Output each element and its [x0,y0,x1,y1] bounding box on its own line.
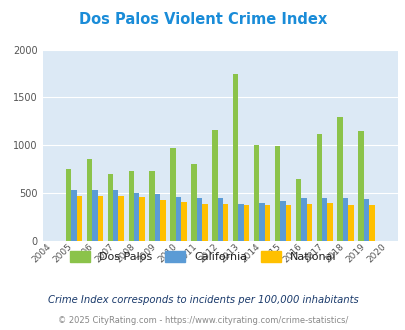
Bar [363,199,368,241]
Bar [71,190,77,241]
Bar [358,131,363,241]
Bar [274,146,279,241]
Bar [202,204,207,241]
Bar [191,164,196,241]
Bar [342,198,347,241]
Bar [128,171,134,241]
Bar [175,197,181,241]
Bar [154,194,160,241]
Bar [347,205,353,241]
Bar [107,174,113,241]
Bar [306,204,311,241]
Bar [211,130,217,241]
Text: Dos Palos Violent Crime Index: Dos Palos Violent Crime Index [79,12,326,26]
Bar [295,179,301,241]
Bar [222,204,228,241]
Bar [97,196,103,241]
Bar [139,197,145,241]
Bar [264,206,270,241]
Bar [92,190,97,241]
Bar [113,190,118,241]
Bar [66,169,71,241]
Bar [238,204,243,241]
Bar [316,134,321,241]
Bar [243,206,249,241]
Bar [118,196,124,241]
Bar [77,196,82,241]
Bar [259,203,264,241]
Bar [87,159,92,241]
Bar [232,74,238,241]
Bar [217,198,222,241]
Bar [337,117,342,241]
Bar [134,193,139,241]
Bar [149,171,154,241]
Text: © 2025 CityRating.com - https://www.cityrating.com/crime-statistics/: © 2025 CityRating.com - https://www.city… [58,316,347,325]
Legend: Dos Palos, California, National: Dos Palos, California, National [65,247,340,267]
Bar [279,201,285,241]
Bar [253,145,259,241]
Bar [301,198,306,241]
Bar [170,148,175,241]
Bar [160,200,165,241]
Text: Crime Index corresponds to incidents per 100,000 inhabitants: Crime Index corresponds to incidents per… [47,295,358,305]
Bar [285,205,290,241]
Bar [196,198,202,241]
Bar [368,206,374,241]
Bar [321,198,327,241]
Bar [327,203,332,241]
Bar [181,202,186,241]
